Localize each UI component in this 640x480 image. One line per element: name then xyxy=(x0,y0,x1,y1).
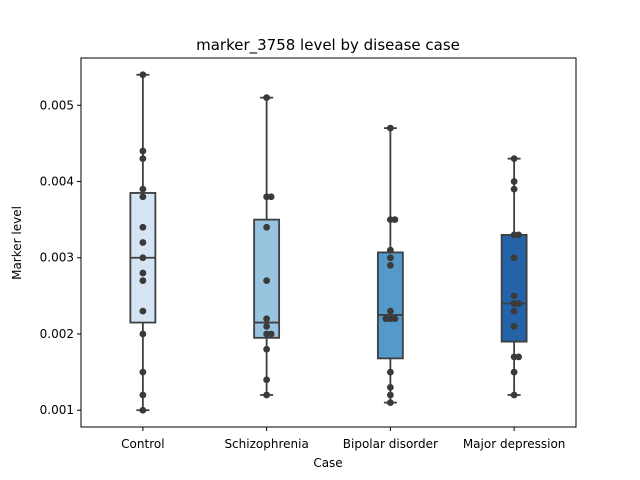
data-point xyxy=(510,178,518,185)
x-tick-label: Bipolar disorder xyxy=(343,437,438,451)
data-point xyxy=(267,193,275,201)
chart-title: marker_3758 level by disease case xyxy=(196,36,460,55)
x-axis-label: Case xyxy=(313,456,342,470)
data-point xyxy=(263,315,271,323)
data-point xyxy=(139,155,147,163)
data-point xyxy=(510,254,518,262)
data-point xyxy=(263,376,271,384)
data-point xyxy=(510,368,518,376)
data-point xyxy=(139,147,147,155)
data-point xyxy=(139,239,147,246)
data-point xyxy=(139,71,147,79)
data-point xyxy=(510,185,518,193)
data-point xyxy=(139,223,147,231)
data-point xyxy=(386,383,394,391)
x-tick-label: Major depression xyxy=(463,437,566,451)
x-tick-label: Control xyxy=(121,437,164,451)
data-point xyxy=(139,185,147,193)
data-point xyxy=(139,269,147,277)
data-point xyxy=(510,391,518,399)
data-point xyxy=(382,315,390,323)
data-point xyxy=(139,330,147,338)
y-axis-label: Marker level xyxy=(10,206,24,280)
data-point xyxy=(515,300,523,307)
y-tick-label: 0.003 xyxy=(40,251,74,265)
axes-layer: 0.001 0.002 0.003 0.004 0.005 Control Schizoph… xyxy=(40,98,566,451)
data-point xyxy=(263,345,271,353)
data-point xyxy=(263,223,271,231)
y-tick-label: 0.001 xyxy=(40,403,74,417)
data-point xyxy=(510,155,518,163)
y-tick-label: 0.004 xyxy=(40,175,74,189)
data-point xyxy=(391,216,399,224)
data-point xyxy=(386,391,394,399)
plot-frame xyxy=(80,57,577,428)
data-point xyxy=(386,368,394,376)
data-point xyxy=(263,277,271,285)
x-tick-label: Schizophrenia xyxy=(224,437,308,451)
data-point xyxy=(139,254,147,262)
data-point xyxy=(386,246,394,254)
data-point xyxy=(139,193,147,201)
data-point xyxy=(139,307,147,315)
data-point xyxy=(386,307,394,315)
data-point xyxy=(515,231,523,239)
box-group-2 xyxy=(376,127,404,404)
data-point xyxy=(267,330,275,338)
points-layer xyxy=(139,71,523,414)
data-point xyxy=(515,353,523,361)
y-tick-label: 0.005 xyxy=(40,98,74,112)
data-point xyxy=(263,94,271,102)
data-point xyxy=(386,254,394,262)
data-point xyxy=(386,261,394,269)
boxes-layer xyxy=(129,73,528,412)
data-point xyxy=(510,322,518,330)
data-point xyxy=(391,315,399,323)
y-tick-label: 0.002 xyxy=(40,327,74,341)
data-point xyxy=(510,292,518,300)
data-point xyxy=(139,391,147,399)
data-point xyxy=(386,399,394,407)
data-point xyxy=(510,307,518,315)
data-point xyxy=(139,406,147,414)
data-point xyxy=(386,124,394,132)
data-point xyxy=(139,368,147,376)
data-point xyxy=(139,277,147,285)
box xyxy=(376,251,404,360)
data-point xyxy=(263,322,271,330)
data-point xyxy=(263,391,271,399)
